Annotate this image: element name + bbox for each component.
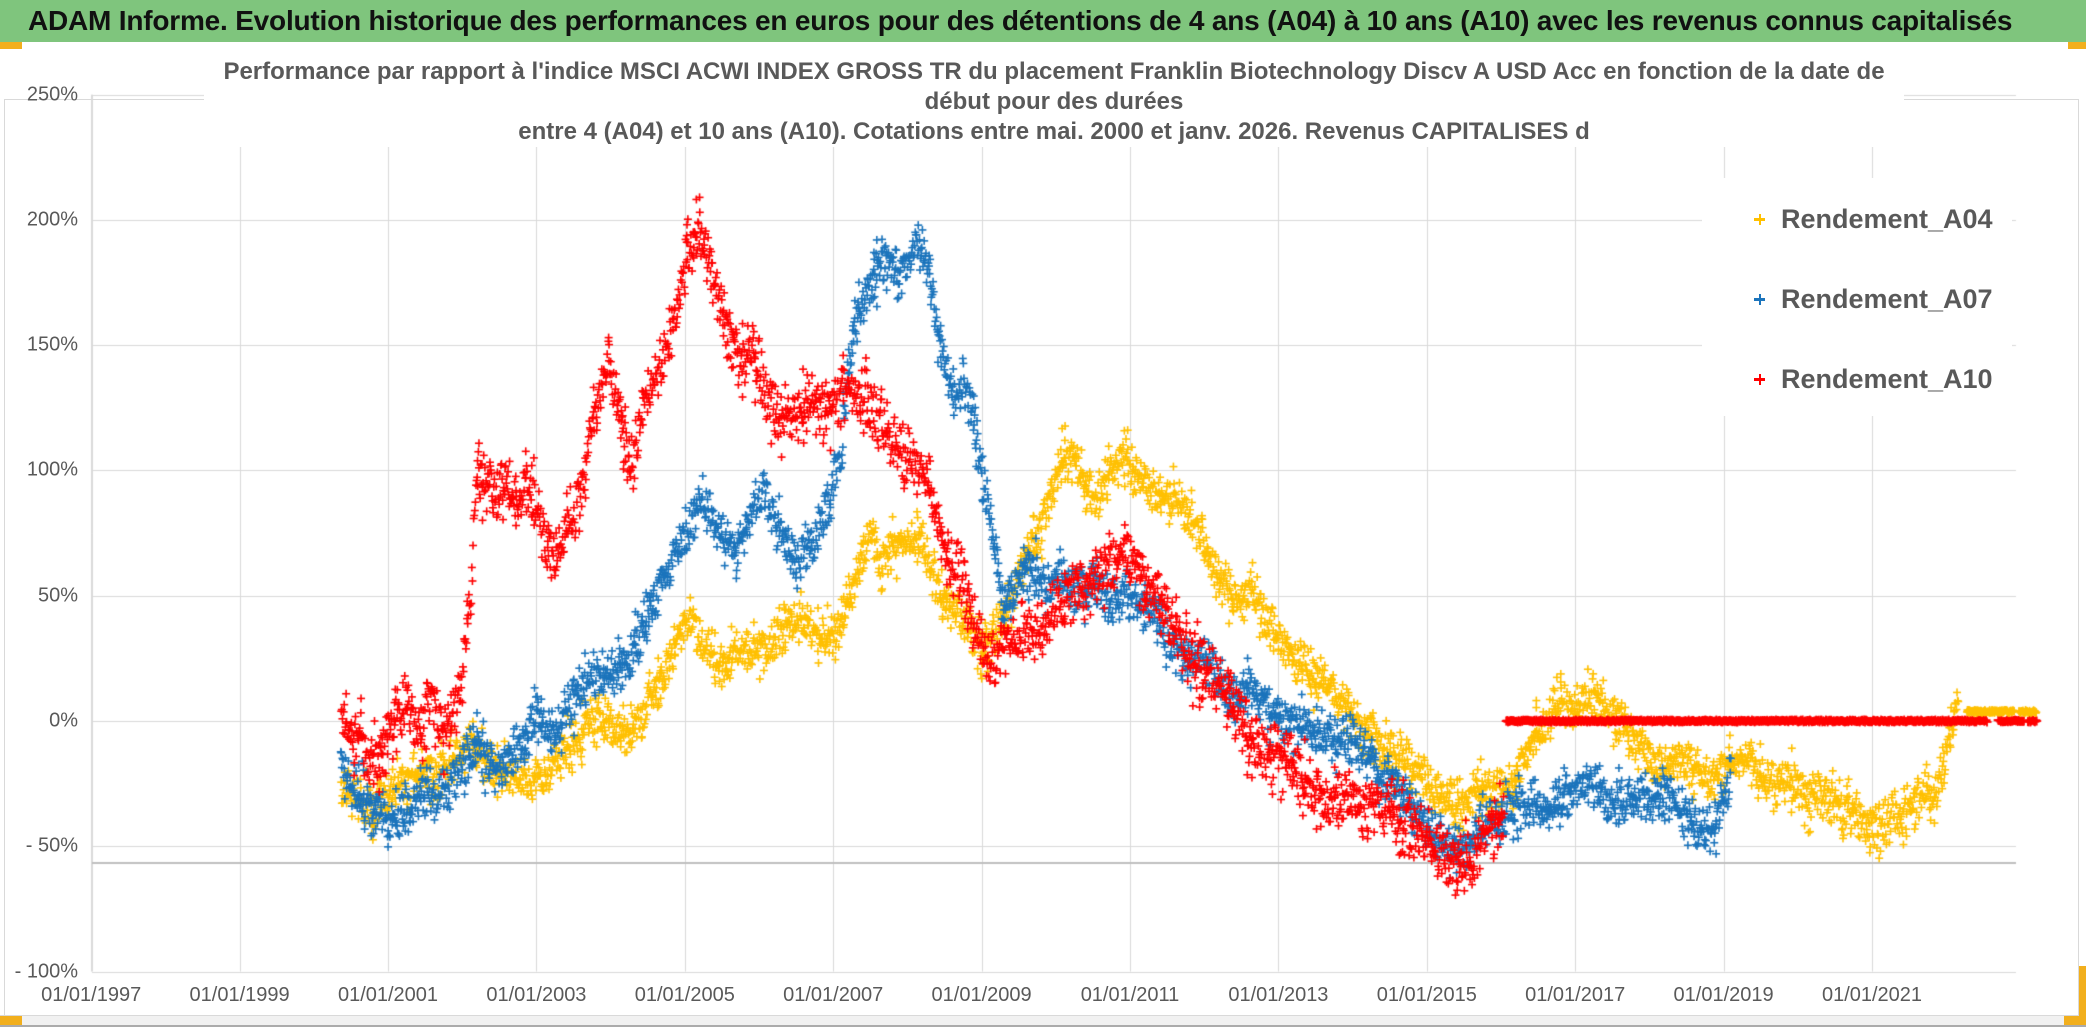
x-tick-label: 01/01/2017 <box>1525 984 1626 1006</box>
y-tick-label: 250% <box>26 83 78 106</box>
chart-title-line-3: entre 4 (A04) et 10 ans (A10). Cotations… <box>518 118 1590 145</box>
bottom-row-strip <box>0 1015 2086 1027</box>
x-tick-label: 01/01/2001 <box>337 984 439 1006</box>
y-tick-label: 50% <box>37 584 78 607</box>
x-tick-label: 01/01/2003 <box>486 984 587 1006</box>
legend-label: Rendement_A10 <box>1781 363 1993 394</box>
legend-label: Rendement_A07 <box>1781 283 1993 314</box>
y-tick-label: 150% <box>26 333 78 356</box>
y-tick-label: - 50% <box>25 834 78 857</box>
chart-title: Performance par rapport à l'indice MSCI … <box>204 57 1904 147</box>
selection-handle-bottom-left[interactable] <box>0 1016 22 1025</box>
chart-title-line-1: Performance par rapport à l'indice MSCI … <box>223 58 1885 85</box>
y-tick-label: 200% <box>26 208 78 231</box>
legend-item-rendement_a04[interactable]: Rendement_A04 <box>1702 199 2012 239</box>
legend-label: Rendement_A04 <box>1781 203 1993 234</box>
legend-item-rendement_a10[interactable]: Rendement_A10 <box>1702 359 2012 399</box>
x-tick-label: 01/01/2021 <box>1821 984 1923 1006</box>
x-tick-label: 01/01/1999 <box>189 984 290 1006</box>
x-tick-label: 01/01/2015 <box>1376 984 1477 1006</box>
chart-title-line-2: début pour des durées <box>924 88 1184 115</box>
selection-handle-bottom-right[interactable] <box>2064 1016 2086 1025</box>
x-tick-label: 01/01/2007 <box>783 984 884 1006</box>
x-tick-label: 01/01/1997 <box>41 984 142 1006</box>
y-tick-label: 100% <box>26 458 78 481</box>
legend-item-rendement_a07[interactable]: Rendement_A07 <box>1702 279 2012 319</box>
x-tick-label: 01/01/2019 <box>1673 984 1774 1006</box>
chart-legend[interactable]: Rendement_A04 Rendement_A07 Rendement_A10 <box>1702 178 2012 416</box>
plus-marker-icon <box>1754 373 1765 385</box>
x-tick-label: 01/01/2013 <box>1228 984 1329 1006</box>
x-tick-label: 01/01/2009 <box>931 984 1032 1006</box>
y-tick-label: - 100% <box>14 960 78 983</box>
x-tick-label: 01/01/2005 <box>634 984 735 1006</box>
x-tick-label: 01/01/2011 <box>1080 984 1180 1006</box>
plus-marker-icon <box>1754 293 1765 305</box>
y-tick-label: 0% <box>49 709 78 732</box>
selection-border-right[interactable] <box>2079 966 2086 1024</box>
plus-marker-icon <box>1754 213 1765 225</box>
